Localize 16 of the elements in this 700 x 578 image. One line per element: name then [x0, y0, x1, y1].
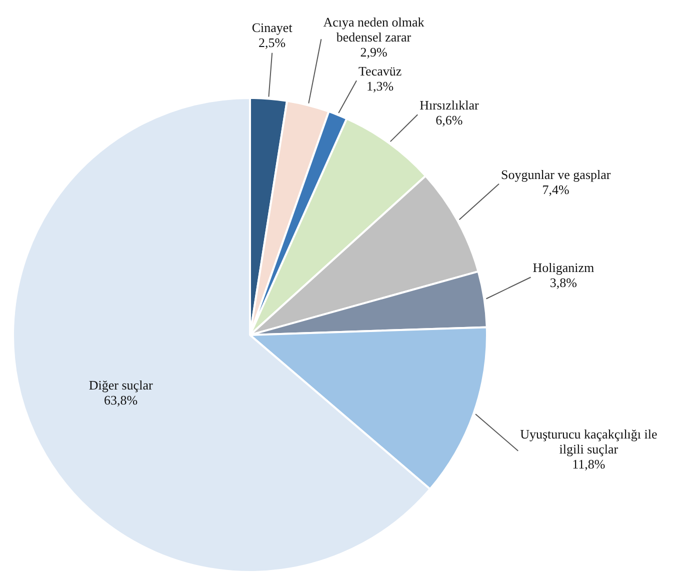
slice-label: Uyuşturucu kaçakçılığı ile ilgili suçlar	[520, 426, 658, 456]
slice-label: Tecavüz	[358, 64, 402, 79]
data-label: 11,8%	[572, 456, 606, 472]
slice-label: Cinayet	[252, 20, 293, 35]
data-label: 3,8%	[550, 275, 578, 290]
slice-label: Holiganizm	[532, 260, 594, 276]
data-label: 6,6%	[436, 112, 463, 128]
data-label: 7,4%	[542, 182, 570, 197]
slice-label: Diğer suçlar	[88, 377, 154, 392]
slice-label: Acıya neden olmak bedensel zarar	[323, 14, 425, 45]
data-label: 63,8%	[104, 392, 138, 408]
data-label: 2,9%	[360, 44, 388, 60]
slice-label: Soygunlar ve gasplar	[500, 166, 612, 182]
slice-label: Hırsızlıklar	[420, 98, 480, 113]
data-label: 1,3%	[366, 78, 394, 94]
data-label: 2,5%	[258, 34, 286, 50]
